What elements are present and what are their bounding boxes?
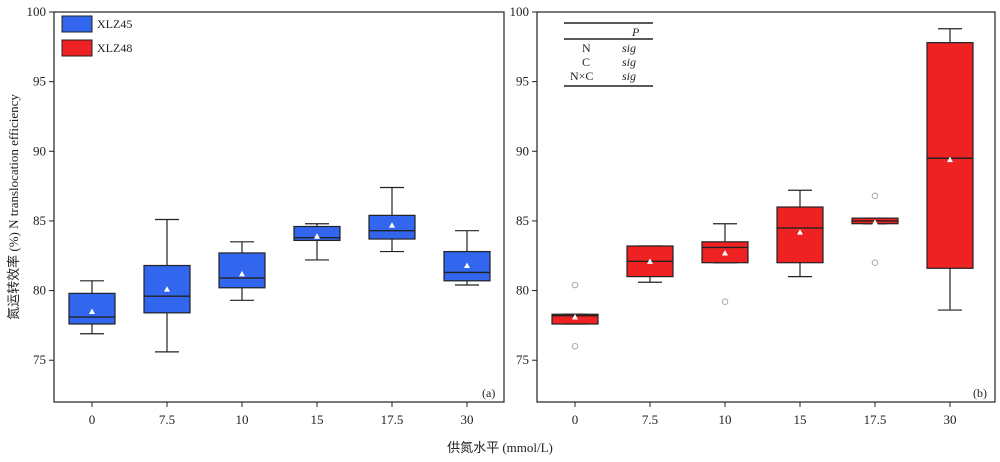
box-body — [443, 250, 491, 282]
y-tick-label-a-4: 95 — [33, 74, 46, 89]
box-b-0 — [551, 281, 599, 350]
panel-b: 75 80 85 90 95 100 0 7.5 10 15 17.5 30 P N sig C si… — [510, 4, 996, 427]
x-axis-title: 供氮水平 (mmol/L) — [447, 440, 553, 455]
y-tick-label-b-4: 95 — [516, 74, 529, 89]
mean-marker — [314, 233, 320, 239]
outlier-point-0 — [571, 281, 579, 289]
box-a-4 — [368, 186, 416, 253]
y-tick-label-b-5: 100 — [510, 4, 530, 19]
panel-b-frame — [536, 11, 996, 403]
x-tick-label-a-2: 10 — [236, 412, 249, 427]
stats-table: P N sig C sig N×C sig — [564, 22, 653, 87]
y-tick-label-a-0: 75 — [33, 352, 46, 367]
stats-value-nxc: sig — [622, 69, 636, 83]
panel-a-tag: (a) — [482, 386, 495, 400]
stats-factor-c: C — [582, 55, 590, 69]
mean-marker — [647, 258, 653, 264]
y-tick-label-b-2: 85 — [516, 213, 529, 228]
box-b-1 — [626, 245, 674, 283]
box-b-2 — [701, 223, 749, 306]
mean-marker — [872, 219, 878, 225]
y-axis-title: 氮运转效率 (%) N translocation efficiency — [6, 94, 21, 320]
x-tick-label-b-0: 0 — [572, 412, 579, 427]
panel-b-tag: (b) — [973, 386, 987, 400]
x-tick-label-b-5: 30 — [944, 412, 957, 427]
box-b-5 — [926, 28, 974, 311]
mean-marker — [164, 286, 170, 292]
x-tick-label-a-3: 15 — [311, 412, 324, 427]
y-tick-label-a-1: 80 — [33, 283, 46, 298]
x-tick-label-a-1: 7.5 — [159, 412, 175, 427]
x-tick-label-a-4: 17.5 — [381, 412, 404, 427]
box-body — [776, 206, 824, 264]
panel-b-content: 75 80 85 90 95 100 0 7.5 10 15 17.5 30 — [510, 4, 974, 427]
box-b-3 — [776, 189, 824, 278]
y-tick-label-b-0: 75 — [516, 352, 529, 367]
y-tick-label-b-3: 90 — [516, 143, 529, 158]
box-a-1 — [143, 218, 191, 353]
mean-marker — [464, 262, 470, 268]
box-body — [143, 264, 191, 314]
box-a-5 — [443, 230, 491, 286]
panel-a-content: 75 80 85 90 95 100 0 7.5 10 15 17.5 30 — [27, 4, 491, 427]
x-tick-label-b-4: 17.5 — [864, 412, 887, 427]
x-tick-label-b-1: 7.5 — [642, 412, 658, 427]
mean-marker — [239, 270, 245, 277]
box-a-3 — [293, 223, 341, 261]
x-tick-label-b-3: 15 — [794, 412, 807, 427]
mean-marker — [389, 222, 395, 228]
legend-swatch-xlz48 — [61, 39, 93, 57]
x-tick-label-b-2: 10 — [719, 412, 732, 427]
legend-label-xlz48: XLZ48 — [97, 41, 132, 55]
stats-factor-n: N — [582, 41, 591, 55]
box-a-0 — [68, 280, 116, 335]
outlier-point-1 — [571, 342, 579, 350]
mean-marker — [797, 229, 803, 235]
mean-marker — [722, 249, 728, 256]
box-body — [926, 42, 974, 269]
box-b-4 — [851, 192, 899, 267]
mean-marker — [572, 314, 578, 320]
outlier-point-1 — [871, 259, 879, 267]
y-tick-label-a-2: 85 — [33, 213, 46, 228]
y-tick-label-a-5: 100 — [27, 4, 47, 19]
legend-label-xlz45: XLZ45 — [97, 17, 132, 31]
mean-marker — [947, 156, 953, 163]
outlier-point-0 — [871, 192, 879, 200]
legend: XLZ45 XLZ48 — [61, 15, 132, 57]
x-tick-label-a-0: 0 — [89, 412, 96, 427]
stats-value-n: sig — [622, 41, 636, 55]
y-tick-label-a-3: 90 — [33, 143, 46, 158]
box-a-2 — [218, 241, 266, 301]
stats-header: P — [631, 25, 640, 39]
y-tick-label-b-1: 80 — [516, 283, 529, 298]
legend-swatch-xlz45 — [61, 15, 93, 33]
x-tick-label-a-5: 30 — [461, 412, 474, 427]
stats-factor-nxc: N×C — [570, 69, 593, 83]
box-body — [218, 252, 266, 289]
outlier-point-0 — [721, 298, 729, 306]
mean-marker — [89, 308, 95, 314]
panel-a-frame — [53, 11, 505, 403]
stats-value-c: sig — [622, 55, 636, 69]
